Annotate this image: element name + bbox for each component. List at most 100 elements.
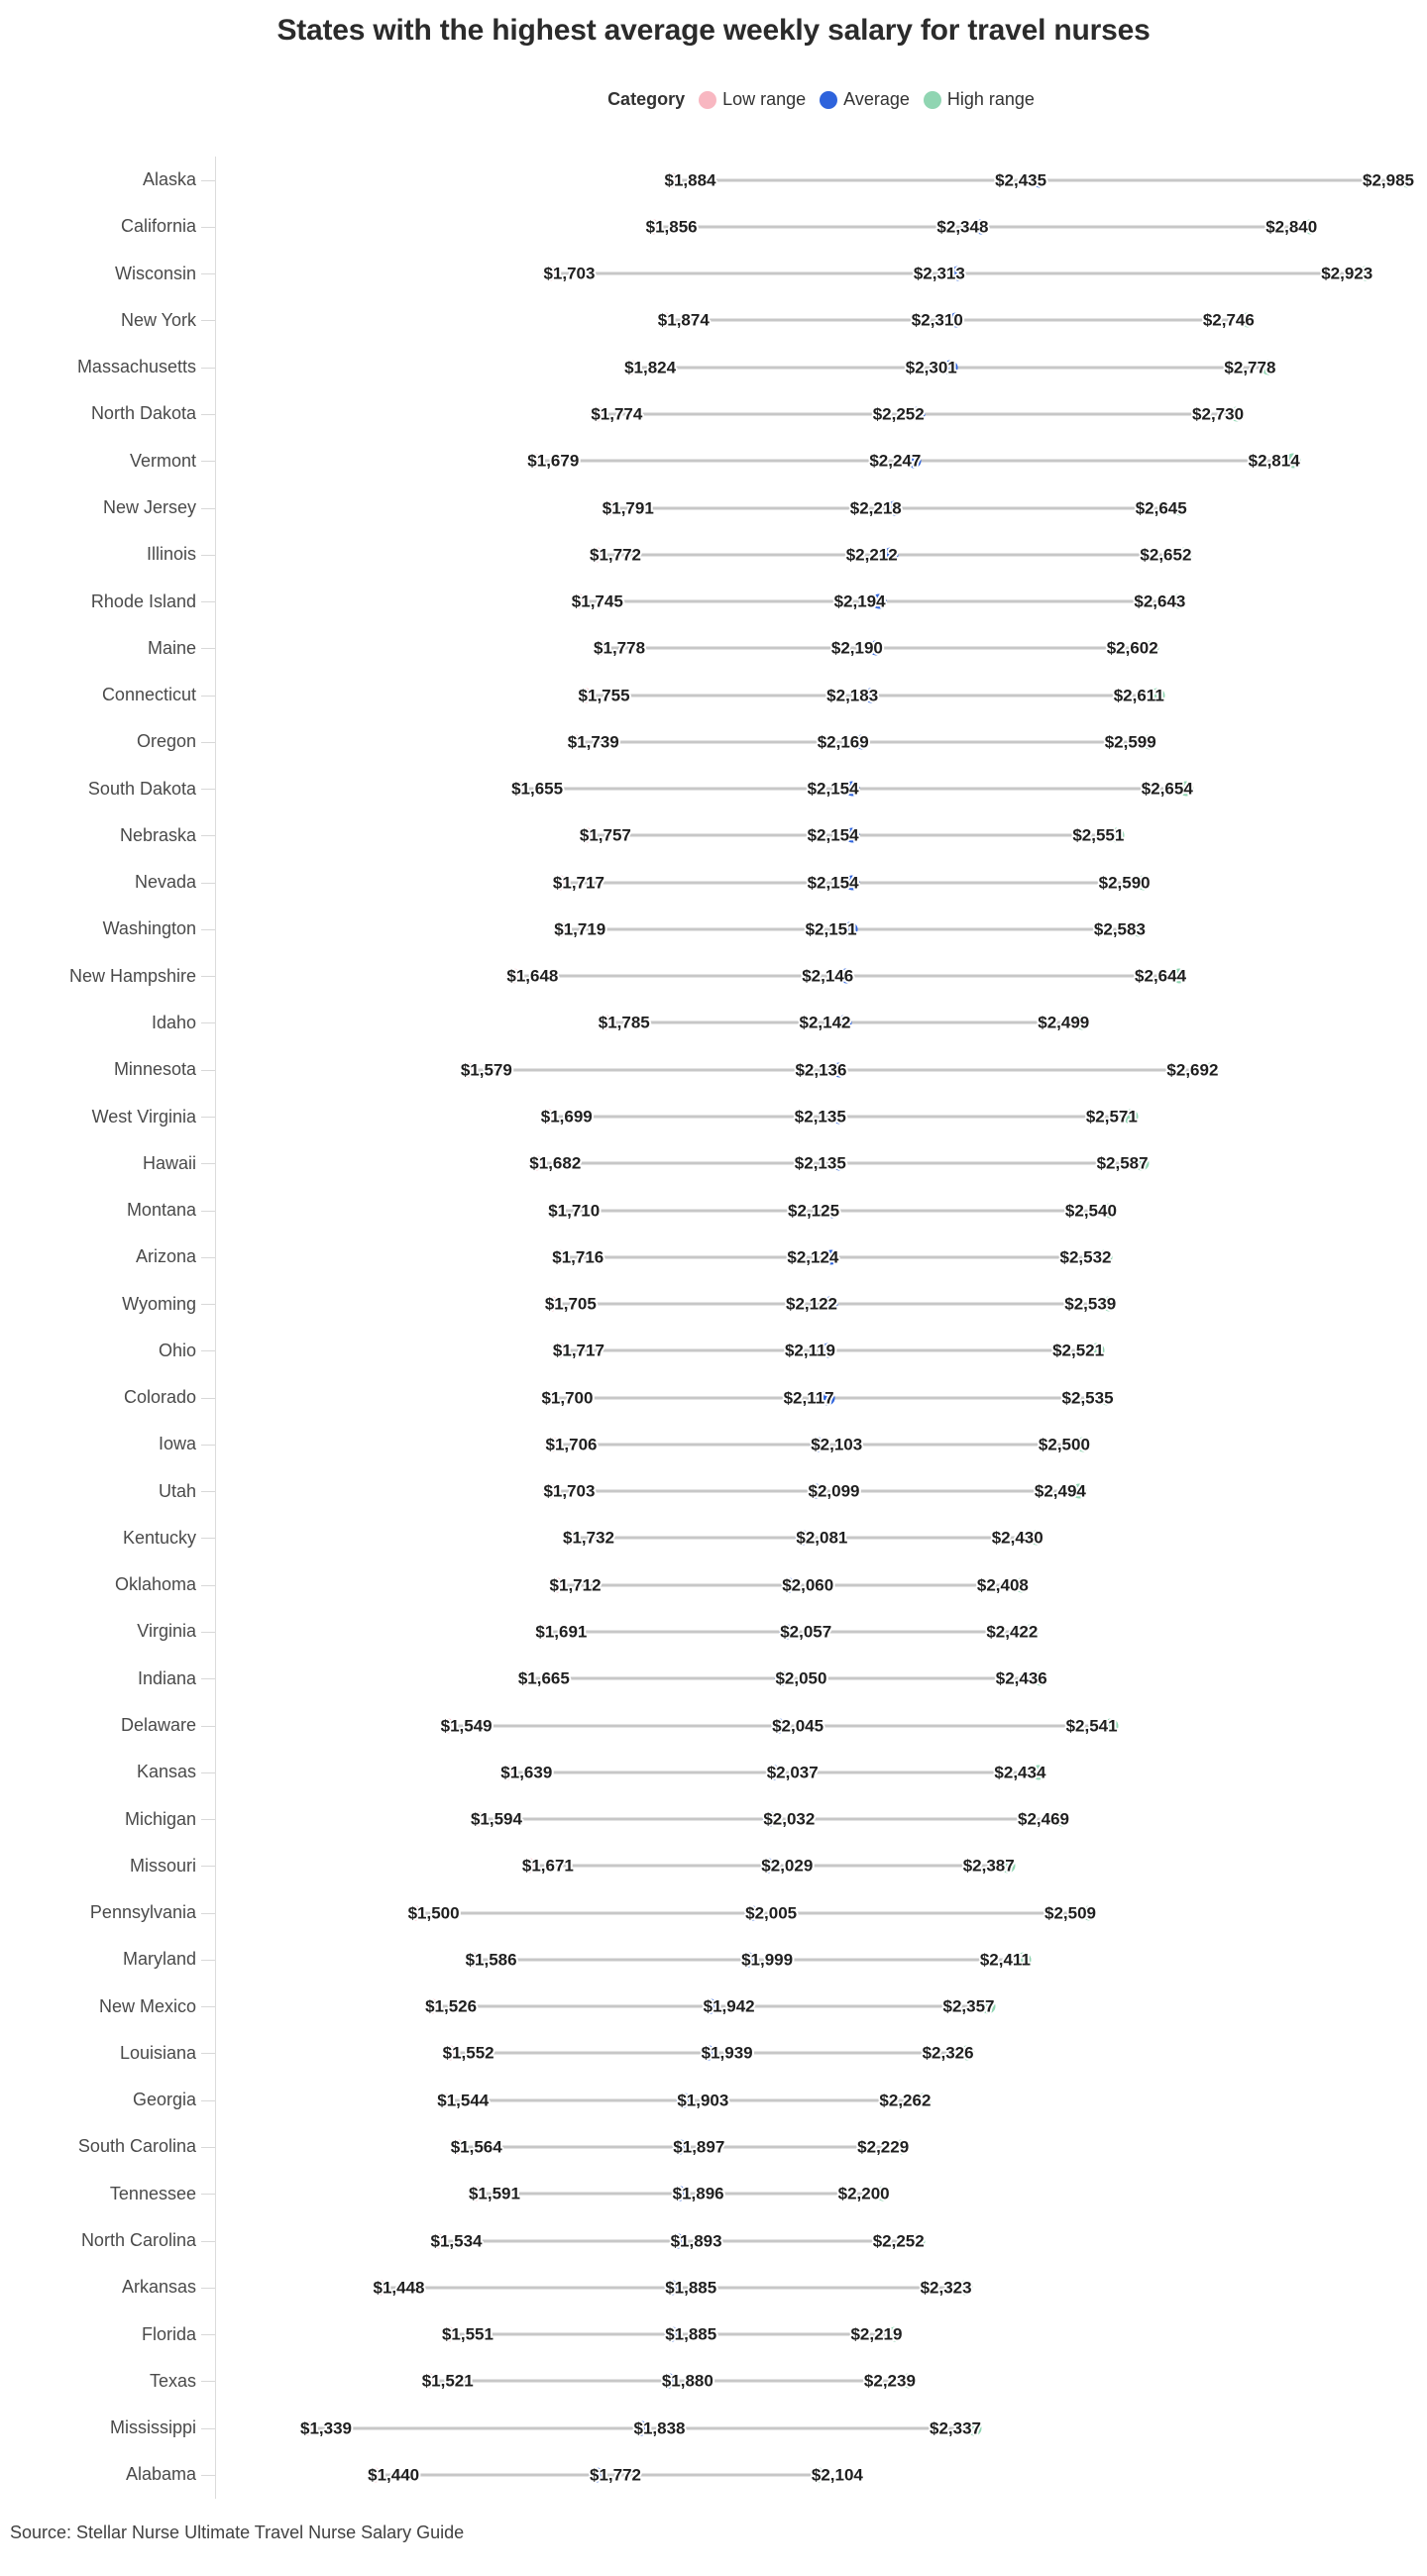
state-label: Georgia <box>132 2090 196 2110</box>
row-plot: $1,691 $2,057 $2,422 <box>215 1608 1427 1655</box>
average-value-label: $1,942 <box>703 1996 755 2016</box>
state-label: Idaho <box>151 1012 196 1032</box>
state-label: West Virginia <box>91 1106 196 1127</box>
average-value-label: $2,045 <box>772 1716 824 1736</box>
average-value-label: $2,119 <box>784 1341 835 1360</box>
state-label: Iowa <box>158 1434 196 1454</box>
state-label: Pennsylvania <box>89 1902 196 1923</box>
average-dot-icon <box>820 90 838 109</box>
chart-row: Nebraska $1,757 $2,154 $2,551 <box>0 812 1427 859</box>
high-range-dot <box>1014 1577 1030 1593</box>
row-plot: $1,639 $2,037 $2,434 <box>215 1749 1427 1795</box>
row-plot: $1,544 $1,903 $2,262 <box>215 2077 1427 2123</box>
row-plot: $1,682 $2,135 $2,587 <box>215 1140 1427 1187</box>
high-range-value-label: $2,611 <box>1113 686 1164 705</box>
high-range-value-label: $2,337 <box>930 2418 981 2438</box>
low-range-dot <box>534 1624 550 1640</box>
low-range-value-label: $1,785 <box>598 1013 650 1032</box>
row-plot: $1,448 $1,885 $2,323 <box>215 2264 1427 2310</box>
legend-item-low-range: Low range <box>699 89 806 110</box>
average-dot <box>633 2420 648 2436</box>
high-range-value-label: $2,532 <box>1059 1247 1112 1267</box>
low-range-dot <box>442 2045 458 2061</box>
average-dot <box>661 2373 677 2389</box>
average-value-label: $2,252 <box>872 404 925 424</box>
state-label: Minnesota <box>113 1059 196 1080</box>
low-range-value-label: $1,564 <box>450 2137 502 2157</box>
average-dot <box>771 1718 787 1734</box>
row-plot: $1,665 $2,050 $2,436 <box>215 1656 1427 1702</box>
low-range-dot <box>602 500 617 515</box>
low-range-dot <box>505 968 521 984</box>
state-label: California <box>120 216 196 237</box>
axis-tick <box>201 1819 215 1821</box>
low-range-value-label: $1,712 <box>549 1575 602 1595</box>
average-value-label: $1,838 <box>633 2418 686 2438</box>
low-range-dot <box>424 1998 440 2014</box>
row-plot: $1,679 $2,247 $2,814 <box>215 438 1427 484</box>
average-value-label: $2,050 <box>775 1668 827 1688</box>
average-value-label: $2,154 <box>807 825 859 845</box>
high-range-dot <box>1172 500 1188 515</box>
axis-tick <box>201 882 215 884</box>
low-range-dot <box>540 1109 556 1125</box>
axis-tick <box>201 320 215 322</box>
average-dot <box>823 1296 838 1312</box>
state-label: Maine <box>147 637 196 658</box>
low-range-value-label: $1,874 <box>657 310 710 330</box>
average-dot <box>950 266 966 281</box>
low-range-value-label: $1,700 <box>541 1388 594 1408</box>
axis-tick <box>201 1584 215 1586</box>
low-range-value-label: $1,591 <box>468 2184 520 2203</box>
chart-row: Arkansas $1,448 $1,885 $2,323 <box>0 2264 1427 2310</box>
high-range-dot <box>957 2280 973 2296</box>
low-range-dot <box>544 1437 560 1452</box>
axis-tick <box>201 1538 215 1540</box>
average-dot <box>838 968 854 984</box>
chart-row: Virginia $1,691 $2,057 $2,422 <box>0 1608 1427 1655</box>
high-range-value-label: $2,551 <box>1072 825 1125 845</box>
axis-tick <box>201 1959 215 1961</box>
high-range-dot <box>1071 1483 1087 1499</box>
low-range-value-label: $1,739 <box>567 732 619 752</box>
state-label: Missouri <box>129 1855 196 1876</box>
high-range-value-label: $2,587 <box>1096 1153 1149 1173</box>
state-label: Arkansas <box>121 2277 196 2298</box>
axis-tick <box>201 1163 215 1165</box>
average-value-label: $2,124 <box>787 1247 839 1267</box>
low-range-value-label: $1,856 <box>645 217 698 237</box>
average-value-label: $2,005 <box>745 1903 798 1923</box>
high-range-dot <box>1074 1015 1090 1030</box>
average-dot <box>779 1624 795 1640</box>
average-value-label: $2,135 <box>794 1153 846 1173</box>
high-range-value-label: $2,469 <box>1018 1809 1070 1829</box>
average-value-label: $1,772 <box>589 2465 641 2485</box>
row-plot: $1,778 $2,190 $2,602 <box>215 625 1427 672</box>
average-dot <box>820 1390 835 1406</box>
high-range-value-label: $2,840 <box>1265 217 1318 237</box>
axis-tick <box>201 1725 215 1727</box>
low-range-dot <box>593 640 608 656</box>
state-label: Kentucky <box>122 1527 196 1548</box>
average-value-label: $2,151 <box>805 919 857 939</box>
row-plot: $1,710 $2,125 $2,540 <box>215 1187 1427 1234</box>
high-range-value-label: $2,434 <box>994 1763 1046 1782</box>
row-plot: $1,717 $2,119 $2,521 <box>215 1328 1427 1374</box>
low-range-value-label: $1,551 <box>441 2324 494 2344</box>
chart-row: Wisconsin $1,703 $2,313 $2,923 <box>0 251 1427 297</box>
average-dot <box>823 1249 839 1265</box>
low-range-value-label: $1,791 <box>602 498 654 517</box>
high-range-dot-icon <box>923 90 941 109</box>
low-range-dot <box>421 2373 437 2389</box>
axis-tick <box>201 2287 215 2289</box>
chart-row: Georgia $1,544 $1,903 $2,262 <box>0 2077 1427 2123</box>
low-range-dot <box>571 593 587 609</box>
low-range-value-label: $1,526 <box>425 1996 478 2016</box>
axis-tick <box>201 461 215 463</box>
row-plot: $1,745 $2,194 $2,643 <box>215 578 1427 624</box>
average-dot <box>762 1811 778 1827</box>
average-dot <box>948 312 964 328</box>
low-range-dot <box>499 1765 515 1780</box>
high-range-value-label: $2,252 <box>872 2231 925 2250</box>
low-range-value-label: $1,732 <box>563 1528 615 1548</box>
